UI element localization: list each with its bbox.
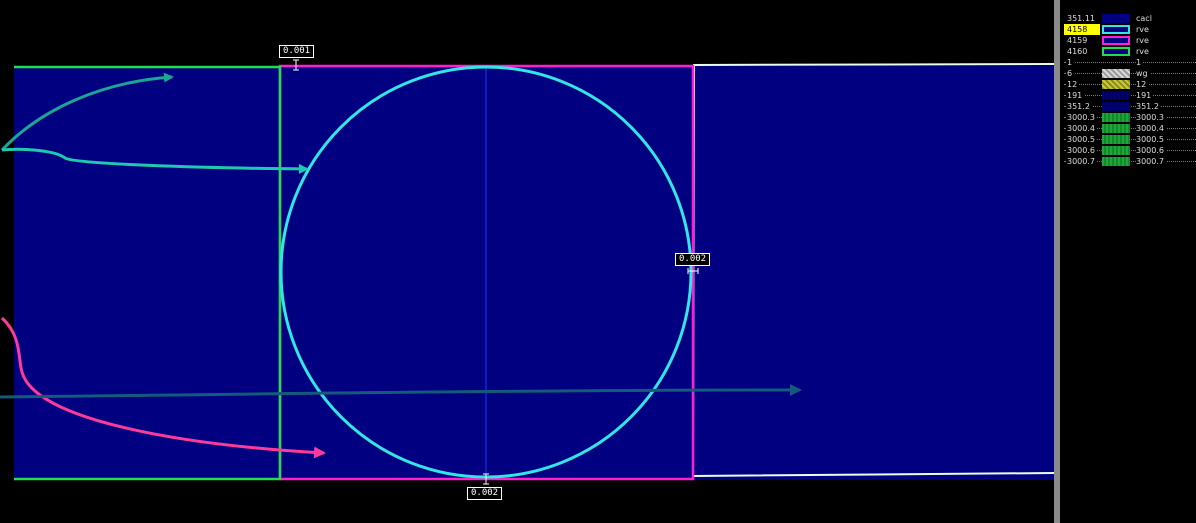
legend-layer-name: rve: [1136, 35, 1151, 46]
legend-layer-name: 12: [1136, 79, 1149, 90]
legend-layer-id: 1: [1067, 57, 1075, 68]
legend-layer-id: 3000.4: [1067, 123, 1097, 134]
legend-row-dots: [1064, 161, 1196, 162]
arrow-teal[interactable]: [0, 72, 174, 152]
legend-swatch: [1102, 58, 1130, 67]
legend-row-dots: [1064, 62, 1196, 63]
legend-row-dots: [1064, 95, 1196, 96]
legend-row[interactable]: 3000.6 3000.6: [1060, 145, 1196, 156]
layer-fill: [14, 66, 1054, 480]
legend-layer-id: 3000.6: [1067, 145, 1097, 156]
legend-swatch: [1102, 124, 1130, 133]
marker-right: [687, 268, 699, 274]
legend-layer-id: 4159: [1067, 35, 1090, 46]
legend-row[interactable]: 3000.3 3000.3: [1060, 112, 1196, 123]
legend-layer-name: wg: [1136, 68, 1150, 79]
legend-layer-name: 3000.5: [1136, 134, 1166, 145]
legend-row[interactable]: 12 12: [1060, 79, 1196, 90]
legend-row[interactable]: 351.11 cacl: [1060, 13, 1196, 24]
legend-layer-name: 1: [1136, 57, 1144, 68]
measure-label-right: 0.002: [675, 253, 711, 266]
legend-layer-id: 3000.7: [1067, 156, 1097, 167]
legend-layer-name: cacl: [1136, 13, 1154, 24]
legend-row-dots: [1064, 73, 1196, 74]
legend-row[interactable]: 4158 rve: [1060, 24, 1196, 35]
arrow-pink[interactable]: [0, 316, 326, 459]
legend-layer-name: rve: [1136, 24, 1151, 35]
legend-row-dots: [1064, 117, 1196, 118]
legend-row-dots: [1064, 139, 1196, 140]
measure-label-bottom: 0.002: [467, 487, 503, 500]
legend-swatch: [1102, 135, 1130, 144]
legend-swatch: [1102, 91, 1130, 100]
legend-swatch: [1102, 14, 1130, 23]
left-margin: [0, 66, 14, 480]
legend-row[interactable]: 351.2 351.2: [1060, 101, 1196, 112]
legend-layer-name: 3000.6: [1136, 145, 1166, 156]
marker-top: [293, 59, 299, 71]
legend-row[interactable]: 3000.7 3000.7: [1060, 156, 1196, 167]
legend-layer-name: rve: [1136, 46, 1151, 57]
measure-label-top: 0.001: [279, 45, 315, 58]
legend-layer-id: 6: [1067, 68, 1075, 79]
panel-divider[interactable]: [1054, 0, 1060, 523]
arrow-cyan[interactable]: [1, 147, 309, 174]
legend-row-dots: [1064, 128, 1196, 129]
legend-swatch: [1102, 47, 1130, 56]
legend-layer-name: 351.2: [1136, 101, 1161, 112]
legend-swatch: [1102, 69, 1130, 78]
legend-layer-name: 3000.3: [1136, 112, 1166, 123]
legend-swatch: [1102, 146, 1130, 155]
legend-swatch: [1102, 25, 1130, 34]
legend-layer-name: 3000.7: [1136, 156, 1166, 167]
legend-layer-id: 4158: [1064, 24, 1100, 35]
legend-row-dots: [1064, 84, 1196, 85]
legend-swatch: [1102, 36, 1130, 45]
legend-row[interactable]: 6 wg: [1060, 68, 1196, 79]
legend-layer-id: 191: [1067, 90, 1085, 101]
legend-layer-id: 12: [1067, 79, 1080, 90]
legend-layer-name: 3000.4: [1136, 123, 1166, 134]
legend-row[interactable]: 4160 rve: [1060, 46, 1196, 57]
layer-legend-panel: 351.11 cacl 4158 rve 4159 rve 4160 rve 1 1 6 wg 12 12…: [1060, 0, 1196, 523]
legend-row-dots: [1064, 106, 1196, 107]
legend-layer-id: 351.11: [1067, 13, 1097, 24]
arrow-blue[interactable]: [0, 384, 802, 399]
legend-layer-name: 191: [1136, 90, 1154, 101]
legend-swatch: [1102, 113, 1130, 122]
legend-layer-id: 4160: [1067, 46, 1090, 57]
legend-layer-id: 3000.5: [1067, 134, 1097, 145]
legend-row[interactable]: 4159 rve: [1060, 35, 1196, 46]
legend-swatch: [1102, 102, 1130, 111]
legend-layer-id: 3000.3: [1067, 112, 1097, 123]
legend-swatch: [1102, 80, 1130, 89]
marker-bottom: [483, 473, 489, 485]
legend-row[interactable]: 191 191: [1060, 90, 1196, 101]
legend-layer-id: 351.2: [1067, 101, 1092, 112]
legend-row-dots: [1064, 150, 1196, 151]
legend-row[interactable]: 3000.4 3000.4: [1060, 123, 1196, 134]
legend-row[interactable]: 3000.5 3000.5: [1060, 134, 1196, 145]
legend-swatch: [1102, 157, 1130, 166]
